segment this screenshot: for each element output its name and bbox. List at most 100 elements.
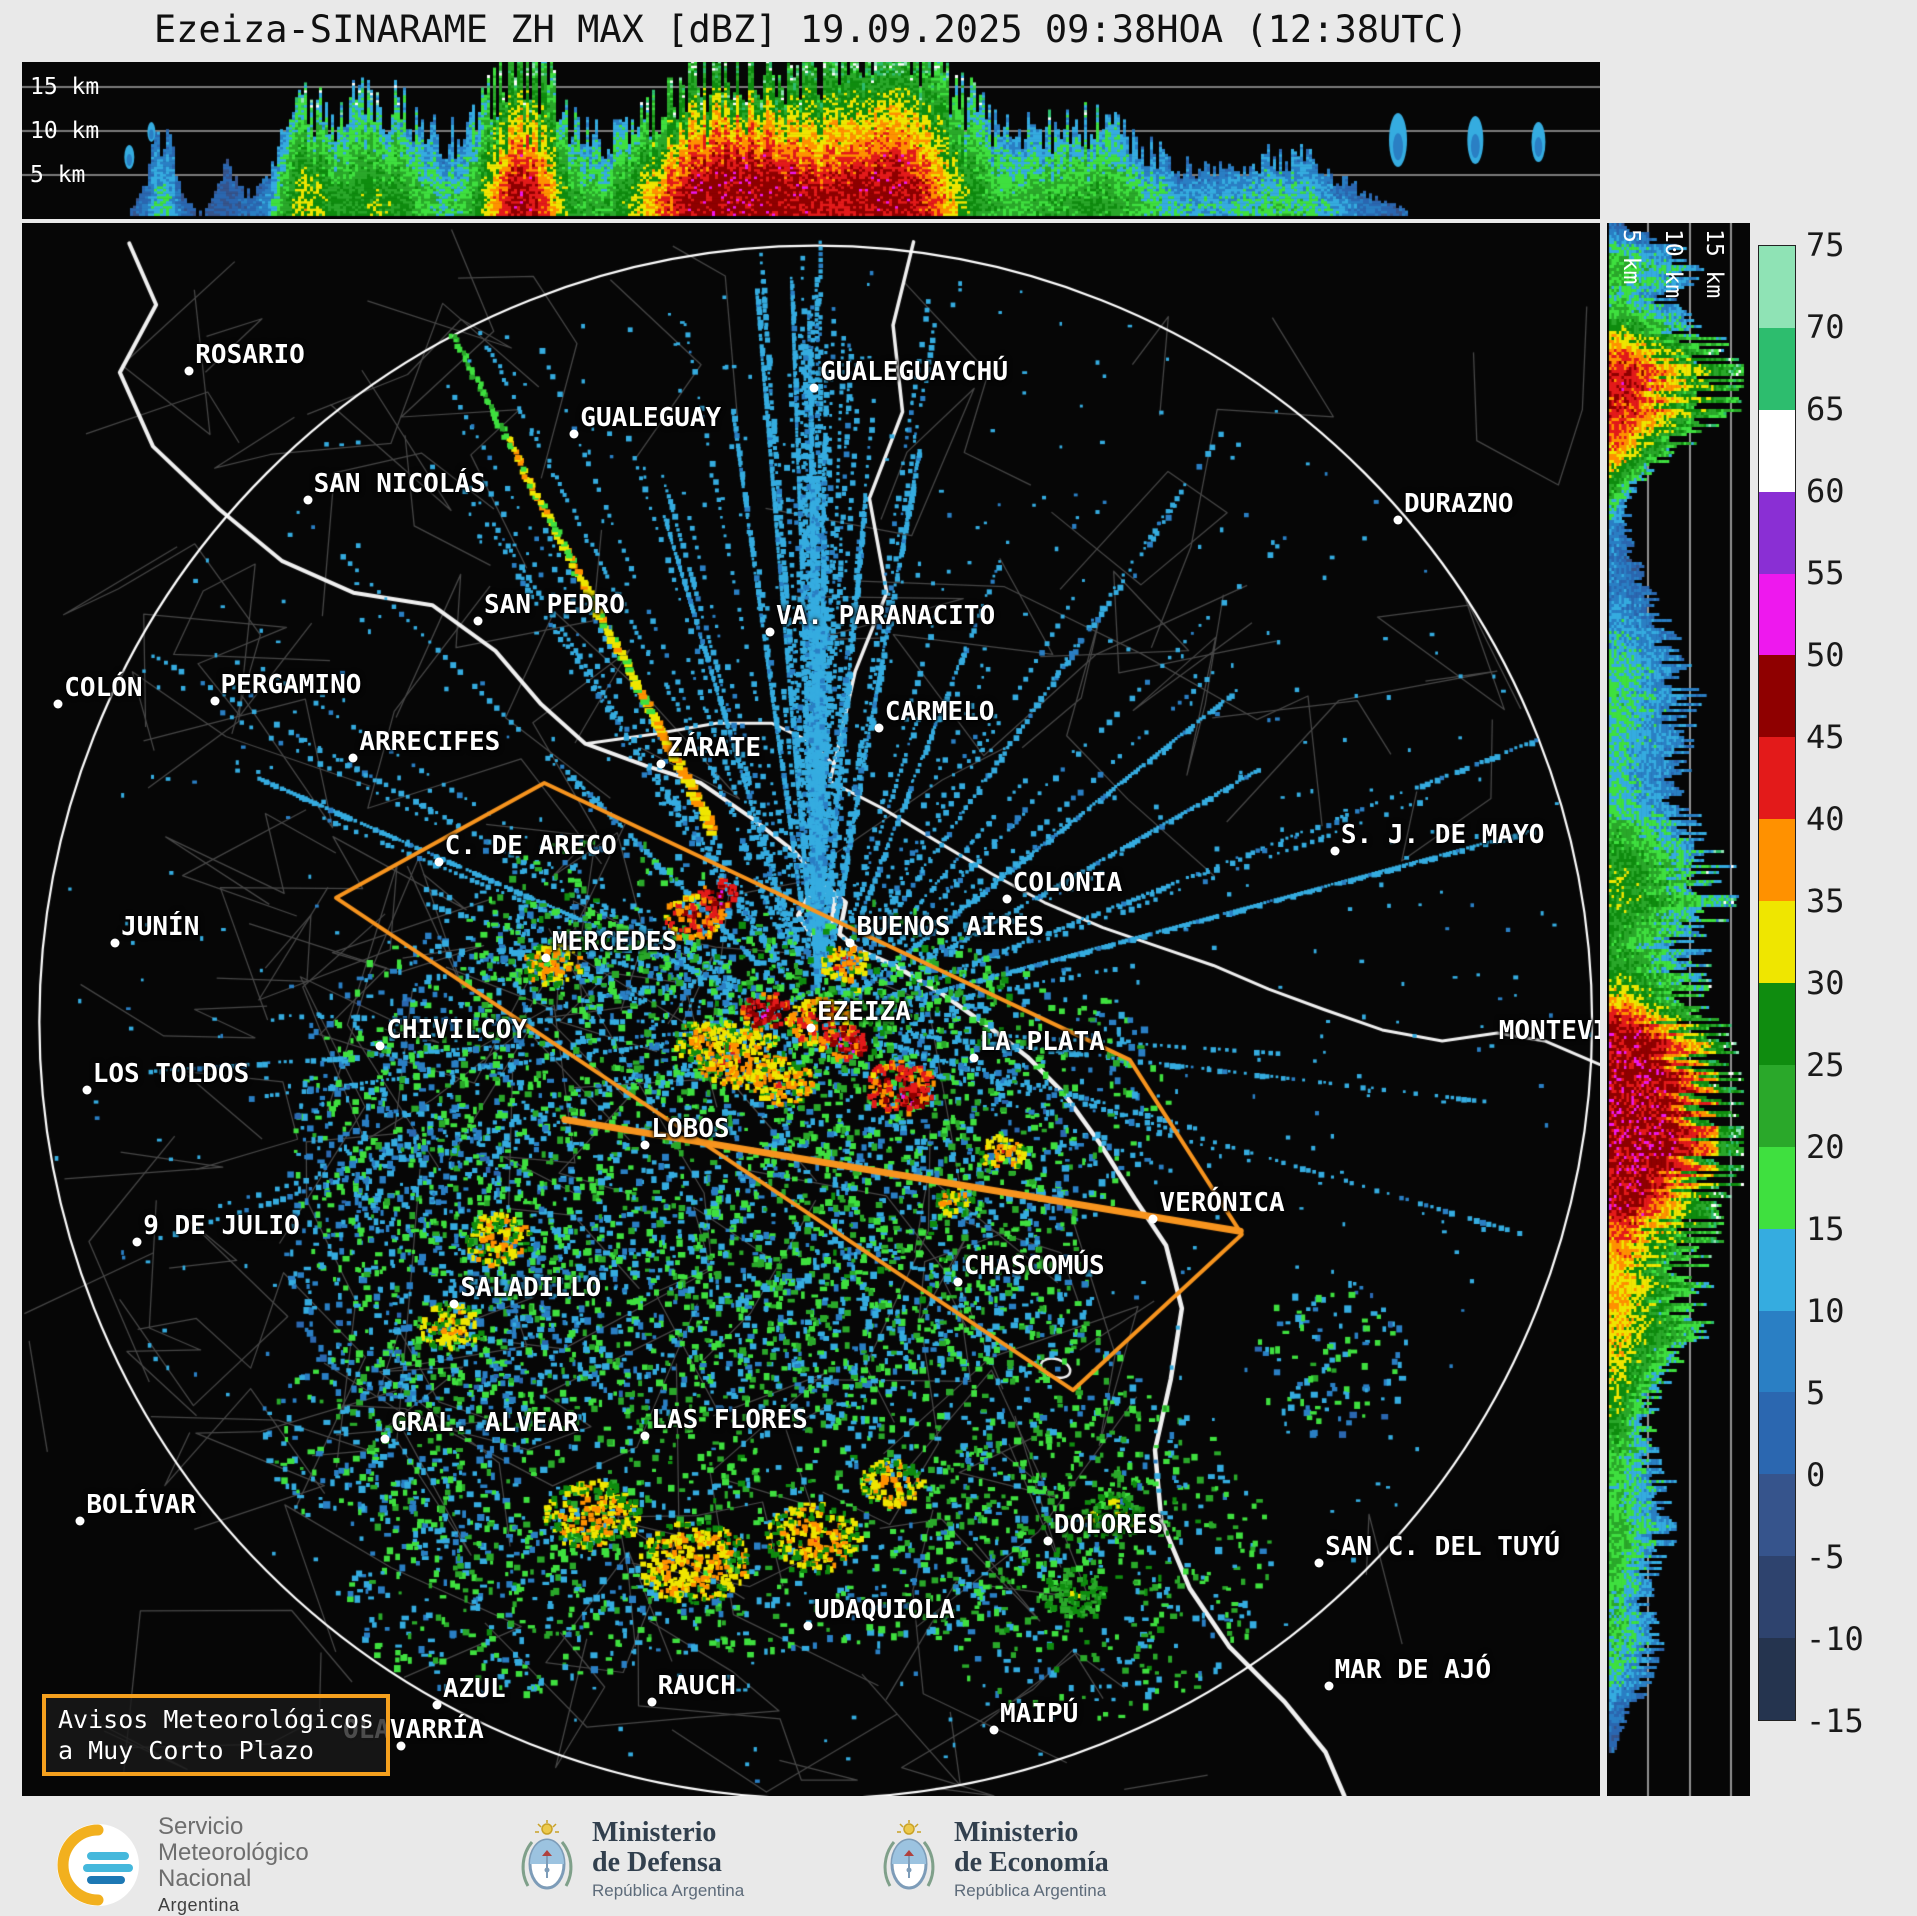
ministry-sub: República Argentina bbox=[592, 1881, 745, 1900]
city-marker-dot bbox=[640, 1431, 650, 1441]
city-marker-dot bbox=[640, 1140, 650, 1150]
city-marker-dot bbox=[348, 753, 358, 763]
colorbar-band bbox=[1759, 1556, 1795, 1639]
city-marker-dot bbox=[375, 1041, 385, 1051]
colorbar-tick-label: 5 bbox=[1806, 1374, 1826, 1412]
city-marker-dot bbox=[432, 1700, 442, 1710]
city-label: ZÁRATE bbox=[667, 733, 761, 764]
city-label: MONTEVIDEO bbox=[1498, 1016, 1600, 1047]
city-label: ARRECIFES bbox=[359, 726, 501, 757]
city-label: S. J. DE MAYO bbox=[1340, 819, 1545, 850]
radar-map-canvas bbox=[22, 223, 1600, 1796]
city-label: GRAL. ALVEAR bbox=[390, 1407, 579, 1438]
argentina-coat-of-arms-icon bbox=[521, 1819, 573, 1889]
page-title: Ezeiza-SINARAME ZH MAX [dBZ] 19.09.2025 … bbox=[153, 8, 1469, 51]
colorbar-tick-label: 70 bbox=[1806, 308, 1845, 346]
city-marker-dot bbox=[473, 616, 483, 626]
colorbar-band bbox=[1759, 1638, 1795, 1721]
smn-logo-block: Servicio Meteorológico Nacional Argentin… bbox=[56, 1814, 309, 1916]
altitude-label-v-5km: 5 km bbox=[1618, 229, 1644, 285]
city-label: MAR DE AJÓ bbox=[1334, 1654, 1492, 1685]
colorbar-band bbox=[1759, 327, 1795, 410]
city-marker-dot bbox=[1330, 846, 1340, 856]
colorbar-tick-label: 75 bbox=[1806, 226, 1845, 264]
city-marker-dot bbox=[1314, 1558, 1324, 1568]
city-marker-dot bbox=[656, 759, 666, 769]
city-marker-dot bbox=[809, 383, 819, 393]
colorbar-tick-label: 45 bbox=[1806, 718, 1845, 756]
city-marker-dot bbox=[53, 699, 63, 709]
colorbar-strip bbox=[1758, 245, 1796, 1721]
colorbar-tick-label: 15 bbox=[1806, 1210, 1845, 1248]
colorbar-tick-label: -15 bbox=[1806, 1702, 1864, 1740]
city-label: GUALEGUAYCHÚ bbox=[820, 357, 1008, 388]
city-marker-dot bbox=[647, 1697, 657, 1707]
warning-box: Avisos Meteorológicos a Muy Corto Plazo bbox=[42, 1694, 391, 1776]
city-marker-dot bbox=[806, 1023, 816, 1033]
city-label: GUALEGUAY bbox=[580, 402, 722, 433]
city-marker-dot bbox=[434, 857, 444, 867]
colorbar-band bbox=[1759, 819, 1795, 902]
city-label: LOBOS bbox=[651, 1113, 730, 1144]
city-label: CARMELO bbox=[884, 696, 995, 727]
colorbar-tick-label: 55 bbox=[1806, 554, 1845, 592]
city-label: BUENOS AIRES bbox=[856, 912, 1045, 943]
city-marker-dot bbox=[82, 1085, 92, 1095]
city-label: LA PLATA bbox=[979, 1027, 1105, 1058]
ministry-economia-block: Ministerio de Economía República Argenti… bbox=[880, 1818, 1109, 1901]
city-label: COLONIA bbox=[1012, 868, 1123, 899]
colorbar-band bbox=[1759, 573, 1795, 656]
city-marker-dot bbox=[569, 429, 579, 439]
colorbar-band bbox=[1759, 1064, 1795, 1147]
colorbar-tick-label: 20 bbox=[1806, 1128, 1845, 1166]
ministry-text: Ministerio de Economía República Argenti… bbox=[954, 1818, 1109, 1901]
city-label: CHASCOMÚS bbox=[963, 1250, 1105, 1281]
altitude-label-15km: 15 km bbox=[30, 74, 100, 100]
colorbar-band bbox=[1759, 655, 1795, 738]
colorbar: 75 70 65 60 55 50 45 40 35 30 25 20 15 10 5 0 -5 -10 -15 bbox=[1758, 226, 1917, 1740]
city-marker-dot bbox=[845, 938, 855, 948]
city-label: ROSARIO bbox=[195, 339, 305, 370]
colorbar-tick-label: 35 bbox=[1806, 882, 1845, 920]
city-marker-dot bbox=[1148, 1214, 1158, 1224]
colorbar-band bbox=[1759, 1228, 1795, 1311]
city-marker-dot bbox=[303, 495, 313, 505]
colorbar-band bbox=[1759, 409, 1795, 492]
city-marker-dot bbox=[1043, 1536, 1053, 1546]
city-label: BOLÍVAR bbox=[86, 1489, 196, 1520]
city-label: VA. PARANACITO bbox=[775, 600, 996, 631]
colorbar-tick-label: 50 bbox=[1806, 636, 1845, 674]
right-cross-section-panel: 5 km 10 km 15 km bbox=[1607, 223, 1750, 1796]
city-marker-dot bbox=[1002, 894, 1012, 904]
city-label: LOS TOLDOS bbox=[92, 1058, 250, 1089]
city-marker-dot bbox=[953, 1277, 963, 1287]
city-label: JUNÍN bbox=[121, 912, 200, 943]
city-marker-dot bbox=[989, 1725, 999, 1735]
colorbar-band bbox=[1759, 1146, 1795, 1229]
city-label: COLÓN bbox=[64, 673, 143, 704]
radar-map-panel: ROSARIO GUALEGUAYCHÚ GUALEGUAY SAN NICOLÁS D… bbox=[22, 223, 1600, 1796]
city-label: MERCEDES bbox=[551, 926, 678, 957]
altitude-label-10km: 10 km bbox=[30, 118, 100, 144]
ministry-sub: República Argentina bbox=[954, 1881, 1107, 1900]
city-marker-dot bbox=[1393, 515, 1403, 525]
smn-text: Servicio Meteorológico Nacional Argentin… bbox=[158, 1814, 309, 1916]
colorbar-tick-label: 25 bbox=[1806, 1046, 1845, 1084]
warning-box-line1: Avisos Meteorológicos bbox=[58, 1705, 375, 1734]
city-marker-dot bbox=[765, 627, 775, 637]
city-label: AZUL bbox=[443, 1673, 506, 1704]
city-marker-dot bbox=[184, 366, 194, 376]
altitude-label-v-15km: 15 km bbox=[1701, 229, 1727, 299]
smn-name-line: Meteorológico bbox=[158, 1839, 309, 1866]
colorbar-band bbox=[1759, 1310, 1795, 1393]
ministry-text: Ministerio de Defensa República Argentin… bbox=[592, 1818, 744, 1901]
city-label: SAN C. DEL TUYÚ bbox=[1325, 1532, 1560, 1563]
city-label: SAN NICOLÁS bbox=[313, 468, 486, 499]
city-marker-dot bbox=[210, 696, 220, 706]
altitude-label-5km: 5 km bbox=[30, 162, 86, 188]
city-marker-dot bbox=[541, 953, 551, 963]
city-label: 9 DE JULIO bbox=[143, 1211, 300, 1242]
colorbar-tick-label: 60 bbox=[1806, 472, 1845, 510]
city-layer: ROSARIO GUALEGUAYCHÚ GUALEGUAY SAN NICOLÁS D… bbox=[22, 223, 1600, 1796]
city-label: RAUCH bbox=[657, 1670, 736, 1701]
